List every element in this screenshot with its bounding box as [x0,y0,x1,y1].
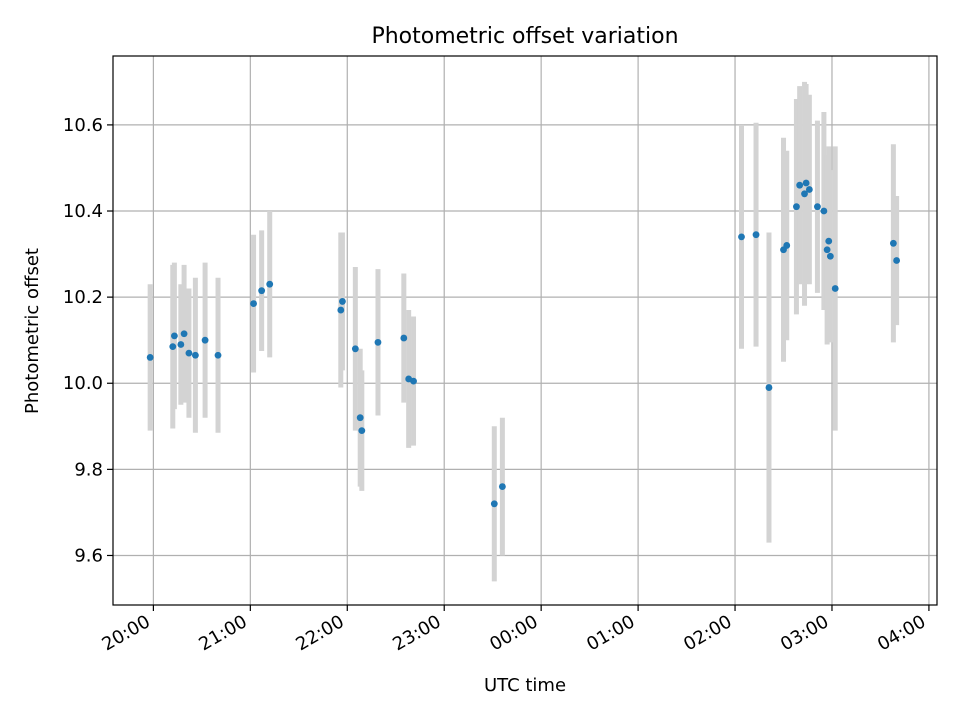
data-point [374,338,382,346]
data-point [201,336,209,344]
data-point [752,231,760,239]
data-point [250,300,257,307]
data-point [170,332,178,340]
data-points [146,179,901,508]
y-axis-label: Photometric offset [22,248,43,414]
plot-frame [112,55,938,606]
data-point [820,207,828,215]
data-point [490,500,498,508]
data-point [339,298,346,305]
data-point [802,179,810,187]
data-point [266,280,274,288]
data-point [823,246,831,254]
data-point [826,252,834,260]
data-point [351,345,359,353]
y-axis-ticks: 9.6 9.8 10.0 10.2 10.4 10.6 [63,115,113,566]
x-axis-label: UTC time [484,675,566,696]
y-tick-label: 10.6 [63,115,103,136]
data-point [356,414,364,422]
data-point [738,233,745,241]
data-point [258,287,266,295]
data-point [796,181,804,189]
y-tick-label: 10.4 [63,201,103,222]
data-point [337,306,345,314]
y-tick-label: 10.2 [63,287,103,308]
data-point [893,257,901,264]
data-point [192,351,199,359]
data-point [793,203,800,211]
data-point [765,384,773,391]
data-point [146,354,154,361]
data-point [783,242,791,249]
data-point [825,237,833,245]
data-point [185,349,193,357]
data-point [805,186,813,193]
data-point [410,377,417,385]
data-point [814,203,821,211]
data-point [214,351,222,359]
data-point [801,190,808,198]
y-tick-label: 9.6 [74,545,103,566]
data-point [831,285,839,292]
data-point [358,427,366,435]
data-point [498,483,506,490]
chart-title: Photometric offset variation [371,24,678,49]
y-tick-label: 9.8 [74,459,103,480]
y-tick-label: 10.0 [63,373,103,394]
data-point [169,343,177,351]
data-point [889,239,897,247]
data-point [180,330,188,338]
data-point [177,341,185,348]
data-point [400,334,408,342]
